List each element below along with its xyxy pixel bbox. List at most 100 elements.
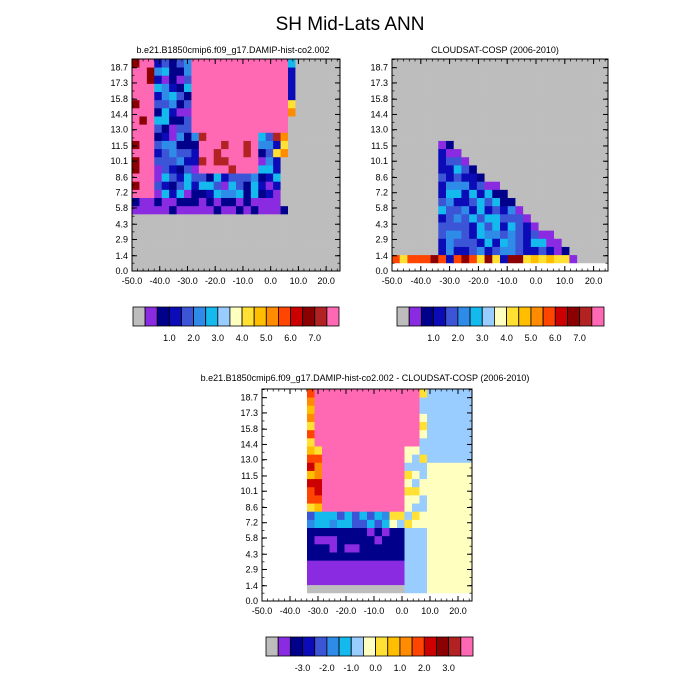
- heatmap-cell: [389, 446, 398, 455]
- heatmap-cell: [453, 254, 462, 264]
- colorbar-swatch: [518, 306, 532, 327]
- heatmap-cell: [554, 205, 563, 215]
- heatmap-cell: [146, 246, 155, 256]
- heatmap-cell: [577, 132, 586, 141]
- heatmap-cell: [265, 59, 274, 68]
- heatmap-cell: [176, 148, 185, 158]
- heatmap-cell: [404, 462, 413, 471]
- heatmap-cell: [392, 148, 401, 158]
- heatmap-cell: [430, 238, 439, 247]
- heatmap-cell: [213, 83, 222, 93]
- heatmap-cell: [176, 213, 185, 223]
- heatmap-cell: [530, 181, 539, 190]
- heatmap-cell: [538, 156, 547, 166]
- heatmap-cell: [221, 246, 229, 256]
- colorbar-swatch: [253, 306, 267, 327]
- heatmap-cell: [412, 527, 420, 537]
- plot-frame: [391, 58, 609, 272]
- y-tick-label: 14.4: [240, 439, 258, 449]
- heatmap-cell: [399, 254, 408, 264]
- colorbar-swatch: [156, 306, 170, 327]
- colorbar-label: 1.0: [163, 333, 176, 343]
- heatmap-cell: [412, 446, 420, 455]
- heatmap-cell: [221, 91, 229, 101]
- heatmap-cell: [434, 405, 443, 414]
- heatmap-cell: [228, 83, 237, 93]
- heatmap-cell: [243, 173, 252, 182]
- heatmap-cell: [577, 99, 586, 109]
- heatmap-cell: [492, 181, 501, 190]
- heatmap-cell: [332, 124, 341, 133]
- colorbar-label: 2.0: [452, 333, 465, 343]
- heatmap-cell: [500, 181, 509, 190]
- heatmap-cell: [198, 262, 207, 272]
- heatmap-cell: [422, 83, 431, 93]
- heatmap-cell: [198, 230, 207, 239]
- heatmap-cell: [442, 560, 450, 569]
- heatmap-cell: [198, 140, 207, 150]
- heatmap-cell: [184, 205, 192, 215]
- heatmap-cell: [415, 181, 424, 190]
- heatmap-cell: [419, 543, 428, 553]
- heatmap-cell: [221, 99, 229, 109]
- heatmap-cell: [367, 421, 375, 431]
- heatmap-cell: [427, 527, 435, 537]
- heatmap-cell: [389, 397, 398, 406]
- heatmap-cell: [146, 197, 155, 207]
- heatmap-cell: [221, 173, 229, 182]
- heatmap-cell: [507, 132, 516, 141]
- heatmap-cell: [213, 75, 222, 84]
- heatmap-cell: [198, 67, 207, 76]
- heatmap-cell: [322, 462, 330, 471]
- heatmap-cell: [169, 91, 177, 101]
- heatmap-cell: [382, 405, 390, 414]
- heatmap-cell: [457, 446, 465, 455]
- heatmap-cell: [389, 454, 398, 463]
- heatmap-cell: [457, 584, 465, 594]
- heatmap-cell: [419, 568, 428, 577]
- heatmap-cell: [258, 246, 267, 256]
- heatmap-cell: [228, 238, 237, 247]
- heatmap-cell: [438, 132, 447, 141]
- heatmap-cell: [146, 238, 155, 247]
- heatmap-cell: [146, 254, 155, 264]
- heatmap-cell: [430, 213, 439, 223]
- heatmap-cell: [307, 446, 315, 455]
- heatmap-cell: [484, 165, 493, 174]
- heatmap-cell: [302, 107, 311, 117]
- heatmap-cell: [314, 584, 323, 594]
- colorbar-swatch: [217, 306, 231, 327]
- heatmap-cell: [446, 140, 455, 150]
- heatmap-cell: [399, 116, 408, 125]
- heatmap-cell: [577, 148, 586, 158]
- heatmap-cell: [359, 462, 368, 471]
- colorbar-label: -2.0: [319, 663, 335, 673]
- heatmap-cell: [476, 107, 485, 117]
- heatmap-cell: [184, 132, 192, 141]
- heatmap-cell: [507, 124, 516, 133]
- heatmap-cell: [430, 230, 439, 239]
- heatmap-cell: [221, 230, 229, 239]
- heatmap-cell: [484, 107, 493, 117]
- heatmap-cell: [337, 486, 345, 496]
- heatmap-cell: [476, 99, 485, 109]
- heatmap-cell: [132, 165, 140, 174]
- heatmap-cell: [139, 238, 148, 247]
- heatmap-cell: [325, 59, 333, 68]
- heatmap-cell: [569, 59, 578, 68]
- heatmap-cell: [329, 511, 338, 520]
- heatmap-cell: [295, 213, 304, 223]
- heatmap-cell: [461, 140, 470, 150]
- heatmap-cell: [399, 67, 408, 76]
- x-tick-label: -40.0: [280, 606, 301, 616]
- heatmap-cell: [359, 576, 368, 586]
- heatmap-cell: [344, 519, 353, 529]
- heatmap-cell: [449, 495, 458, 504]
- colorbar-swatch: [302, 636, 316, 657]
- x-tick-label: 0.0: [530, 276, 543, 286]
- heatmap-cell: [146, 205, 155, 215]
- y-tick-label: 18.7: [240, 393, 258, 403]
- heatmap-cell: [453, 59, 462, 68]
- heatmap-cell: [280, 262, 289, 272]
- heatmap-cell: [307, 470, 315, 480]
